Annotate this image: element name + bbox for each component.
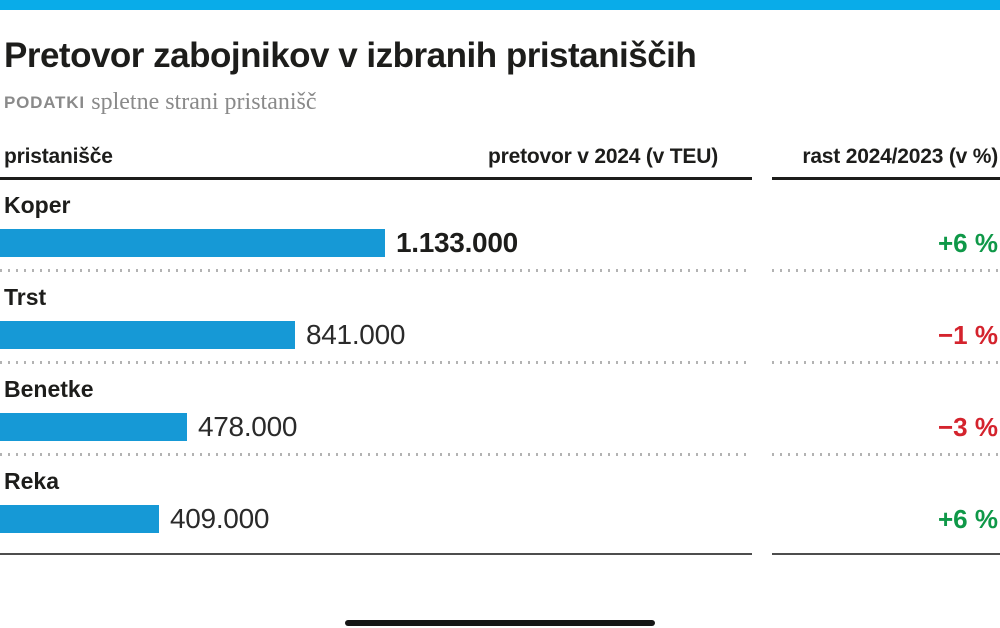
top-accent-bar (0, 0, 1000, 10)
row-separator (0, 361, 1000, 364)
value-label: 409.000 (170, 503, 270, 534)
growth-value: +6 % (938, 504, 998, 534)
value-label: 841.000 (306, 319, 406, 350)
bar-line: 1.133.000 (0, 227, 1000, 258)
growth-value: +6 % (938, 228, 998, 258)
bar-line: 409.000 (0, 503, 1000, 534)
port-name: Reka (4, 468, 59, 494)
table-header-left: pristanišče pretovor v 2024 (v TEU) (0, 145, 752, 169)
row-separator-left (0, 453, 752, 456)
table-bottom-rule-left (0, 553, 752, 555)
home-indicator-bar (345, 620, 655, 626)
source-text: spletne strani pristanišč (91, 89, 317, 115)
row-separator-right (772, 361, 1000, 364)
column-header-port: pristanišče (4, 145, 113, 168)
value-bar (0, 321, 295, 349)
table-bottom-rule-right (772, 553, 1000, 555)
source-label: PODATKI (4, 93, 85, 112)
table-bottom-rule (0, 553, 1000, 555)
growth-value: −3 % (938, 412, 998, 442)
page-title: Pretovor zabojnikov v izbranih pristaniš… (4, 36, 697, 75)
port-name: Benetke (4, 376, 94, 402)
header-rule (0, 177, 1000, 180)
row-separator-right (772, 269, 1000, 272)
value-label: 478.000 (198, 411, 298, 442)
growth-value: −1 % (938, 320, 998, 350)
port-row: Benetke 478.000 −3 % (0, 364, 1000, 453)
port-name: Koper (4, 192, 71, 218)
value-bar (0, 505, 159, 533)
source-line: PODATKI spletne strani pristanišč (4, 88, 1000, 116)
row-separator-left (0, 361, 752, 364)
row-separator (0, 453, 1000, 456)
value-bar (0, 413, 187, 441)
header-rule-left (0, 177, 752, 180)
header-rule-right (772, 177, 1000, 180)
bar-line: 478.000 (0, 411, 1000, 442)
value-bar (0, 229, 385, 257)
port-row: Koper 1.133.000 +6 % (0, 180, 1000, 269)
port-row: Trst 841.000 −1 % (0, 272, 1000, 361)
port-name: Trst (4, 284, 47, 310)
port-row: Reka 409.000 +6 % (0, 456, 1000, 545)
column-header-growth: rast 2024/2023 (v %) (802, 145, 998, 168)
value-label: 1.133.000 (396, 227, 518, 258)
column-header-value: pretovor v 2024 (v TEU) (488, 145, 718, 168)
row-separator (0, 269, 1000, 272)
row-separator-right (772, 453, 1000, 456)
row-separator-left (0, 269, 752, 272)
bar-line: 841.000 (0, 319, 1000, 350)
table-header: pristanišče pretovor v 2024 (v TEU) rast… (0, 145, 1000, 169)
